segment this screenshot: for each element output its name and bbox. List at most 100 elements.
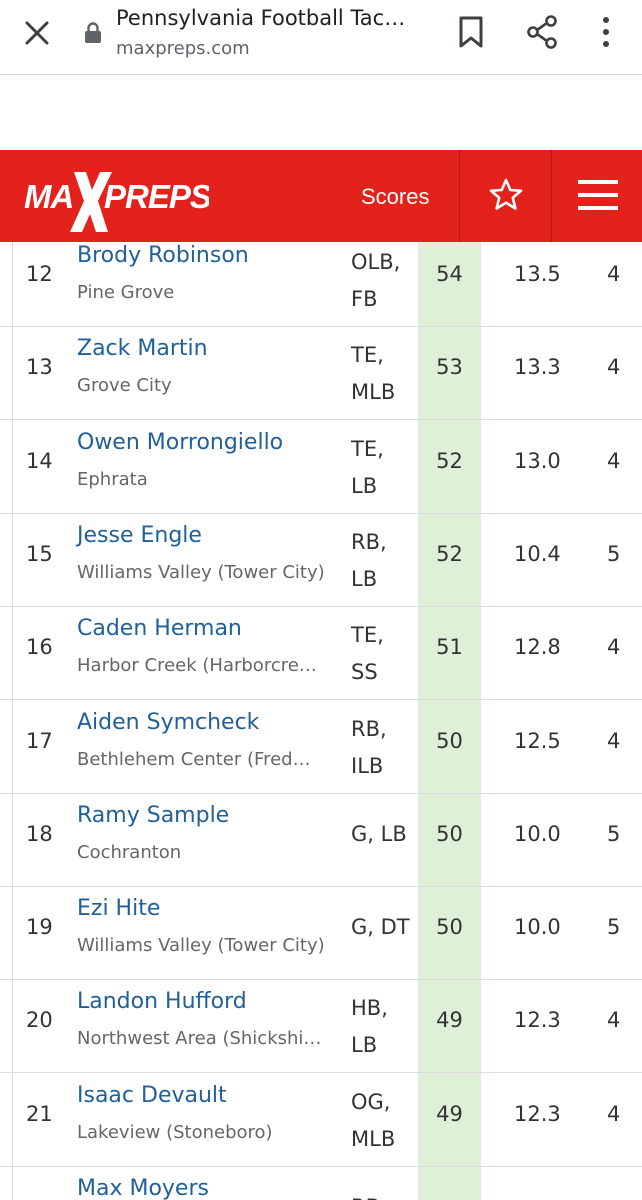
position-secondary: FB	[351, 287, 378, 311]
table-row[interactable]: 17 Aiden Symcheck Bethlehem Center (Fred… 5…	[0, 701, 642, 794]
position-cell: TE, LB	[351, 431, 415, 505]
site-header: MA PREPS Scores	[0, 150, 642, 242]
total-tackles-cell: 50	[436, 915, 463, 940]
school-name: Williams Valley (Tower City)	[77, 561, 325, 583]
games-played-cell: 4	[607, 448, 621, 473]
position-primary: TE,	[351, 436, 384, 461]
total-tackles-cell: 49	[436, 1008, 463, 1033]
tackles-per-game-cell: 12.5	[514, 728, 561, 753]
school-name: Pine Grove	[77, 282, 175, 303]
position-primary: TE,	[351, 623, 384, 648]
school-name: Ephrata	[77, 468, 148, 490]
tackles-per-game-cell: 13.3	[514, 355, 561, 380]
position-secondary: SS	[351, 660, 378, 685]
position-primary: RB,	[351, 529, 387, 554]
rank-cell: 18	[26, 821, 53, 846]
position-cell: RB, LB	[351, 524, 415, 598]
games-played-cell: 4	[607, 262, 621, 286]
share-icon[interactable]	[525, 14, 559, 50]
tackles-per-game-cell: 13.5	[514, 262, 561, 286]
total-tackles-cell: 53	[436, 355, 463, 380]
games-played-cell: 4	[607, 1008, 621, 1033]
player-name-link[interactable]: Jesse Engle	[77, 522, 202, 548]
star-icon[interactable]	[488, 177, 524, 213]
position-cell: OG, MLB	[351, 1084, 415, 1158]
tackles-per-game-cell: 10.4	[514, 541, 561, 566]
position-secondary: LB	[351, 566, 378, 591]
position-cell: G, DT	[351, 915, 415, 940]
total-tackles-cell: 49	[436, 1101, 463, 1126]
player-name-link[interactable]: Owen Morrongiello	[77, 429, 284, 455]
position-primary: TE,	[351, 343, 384, 368]
school-name: Bethlehem Center (Fred…	[77, 748, 311, 770]
table-row[interactable]: 12 Brody Robinson Pine Grove 54 13.5 4 OLB, FB	[0, 242, 642, 327]
close-icon[interactable]	[20, 16, 54, 50]
games-played-cell: 4	[607, 355, 621, 380]
tackles-per-game-cell: 12.3	[514, 1101, 561, 1126]
games-played-cell: 5	[607, 915, 621, 940]
rank-cell: 15	[26, 541, 53, 566]
games-played-cell: 5	[607, 821, 621, 846]
games-played-cell: 4	[607, 1101, 621, 1126]
leaderboard-table[interactable]: 12 Brody Robinson Pine Grove 5 4 13.5 4 OLB, FB 1…	[0, 242, 642, 1200]
sorted-column-highlight	[418, 242, 481, 1200]
total-tackles-cell: 50	[436, 728, 463, 753]
table-row[interactable]: 14 Owen Morrongiello Ephrata 52 13.0 4 TE, LB	[0, 421, 642, 514]
school-name: Northwest Area (Shickshi…	[77, 1028, 322, 1050]
school-name: Williams Valley (Tower City)	[77, 935, 325, 957]
table-row[interactable]: 19 Ezi Hite Williams Valley (Tower City) 50…	[0, 887, 642, 981]
page-title: Pennsylvania Football Tac…	[116, 6, 406, 30]
player-name-link[interactable]: Ramy Sample	[77, 802, 230, 828]
tackles-per-game-cell: 12.3	[514, 1008, 561, 1033]
table-row[interactable]: 21 Isaac Devault Lakeview (Stoneboro) 49 12.…	[0, 1074, 642, 1167]
rank-cell: 17	[26, 728, 53, 753]
lock-icon[interactable]	[84, 22, 102, 44]
position-cell: OLB, FB	[351, 244, 415, 318]
position-primary: RB,	[351, 1195, 415, 1200]
player-name-link[interactable]: Aiden Symcheck	[77, 709, 260, 735]
rank-cell: 19	[26, 915, 53, 940]
table-row[interactable]: 15 Jesse Engle Williams Valley (Tower City…	[0, 514, 642, 607]
position-cell: TE, SS	[351, 617, 415, 691]
table-row[interactable]: Max Moyers RB,	[0, 1167, 642, 1200]
rank-cell: 12	[26, 262, 53, 286]
position-primary: OLB,	[351, 250, 401, 274]
total-tackles-cell: 52	[436, 541, 463, 566]
position-cell: RB, ILB	[351, 711, 415, 785]
player-name-link[interactable]: Brody Robinson	[77, 243, 249, 268]
total-tackles-cell: 51	[436, 635, 463, 660]
position-secondary: LB	[351, 473, 378, 498]
table-row[interactable]: 16 Caden Herman Harbor Creek (Harborcre… 51…	[0, 607, 642, 701]
total-tackles-cell: 52	[436, 448, 463, 473]
more-options-icon[interactable]	[596, 14, 616, 50]
games-played-cell: 4	[607, 728, 621, 753]
games-played-cell: 5	[607, 541, 621, 566]
page-url[interactable]: maxpreps.com	[116, 38, 250, 59]
school-name: Cochranton	[77, 841, 182, 863]
position-primary: G, DT	[351, 915, 410, 940]
player-name-link[interactable]: Max Moyers	[77, 1176, 209, 1200]
player-name-link[interactable]: Isaac Devault	[77, 1082, 227, 1108]
player-name-link[interactable]: Ezi Hite	[77, 896, 161, 922]
bookmark-icon[interactable]	[456, 15, 486, 49]
maxpreps-logo[interactable]: MA PREPS	[24, 168, 209, 234]
position-cell: TE, MLB	[351, 337, 415, 411]
rank-cell: 13	[26, 355, 53, 380]
school-name: Grove City	[77, 375, 172, 397]
hamburger-menu-icon[interactable]	[578, 178, 618, 212]
tackles-per-game-cell: 10.0	[514, 821, 561, 846]
position-secondary: LB	[351, 1033, 378, 1058]
position-primary: HB,	[351, 996, 388, 1021]
table-row[interactable]: 20 Landon Hufford Northwest Area (Shickshi…	[0, 980, 642, 1074]
player-name-link[interactable]: Landon Hufford	[77, 989, 247, 1015]
position-cell: HB, LB	[351, 990, 415, 1064]
position-primary: G, LB	[351, 821, 407, 846]
player-name-link[interactable]: Caden Herman	[77, 616, 242, 642]
table-row[interactable]: 18 Ramy Sample Cochranton 50 10.0 5 G, LB	[0, 794, 642, 887]
player-name-link[interactable]: Zack Martin	[77, 336, 208, 362]
table-border	[12, 242, 13, 1200]
ad-banner	[0, 76, 642, 150]
table-row[interactable]: 13 Zack Martin Grove City 53 13.3 4 TE, MLB	[0, 327, 642, 421]
position-secondary: ILB	[351, 753, 384, 778]
scores-link[interactable]: Scores	[361, 184, 430, 209]
